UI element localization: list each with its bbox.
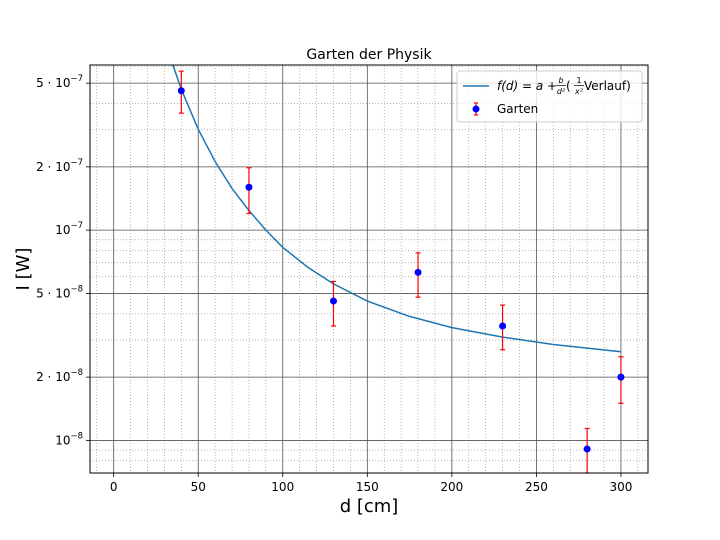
- x-axis-label: d [cm]: [340, 496, 399, 517]
- legend-fit-rhs: Verlauf): [584, 79, 631, 93]
- data-point: [414, 268, 422, 276]
- y-tick-label: 10−8: [55, 431, 83, 447]
- y-axis-label: I [W]: [13, 248, 34, 291]
- data-point: [245, 183, 253, 191]
- legend-frac2-den: x²: [574, 87, 584, 96]
- point-layer: [177, 87, 625, 453]
- major-grid: [90, 65, 648, 473]
- legend-frac2-num: 1: [576, 76, 581, 85]
- chart-title: Garten der Physik: [306, 47, 432, 63]
- axes-frame: [89, 64, 649, 474]
- legend-frac1-den: d²: [557, 87, 566, 96]
- x-tick-label: 150: [356, 480, 379, 494]
- x-tick-label: 100: [271, 480, 294, 494]
- legend-box: [456, 70, 643, 123]
- legend-series-label: Garten: [497, 102, 538, 116]
- y-tick-label: 2 · 10−7: [36, 158, 83, 174]
- legend-frac1-num: b: [558, 76, 563, 85]
- y-tick-label: 5 · 10−7: [36, 74, 83, 90]
- x-tick-label: 300: [609, 480, 632, 494]
- legend-point-marker: [472, 105, 480, 113]
- legend-fit-label: f(d) = a +: [497, 79, 557, 93]
- y-tick-label: 10−7: [55, 221, 83, 237]
- legend: f(d) = a + b d² ( 1 x² Verlauf) Garten: [456, 70, 643, 123]
- data-point: [583, 445, 591, 453]
- x-tick-label: 200: [440, 480, 463, 494]
- fit-layer: [172, 64, 621, 353]
- data-point: [617, 373, 625, 381]
- data-point: [499, 322, 507, 330]
- x-tick-label: 0: [110, 480, 118, 494]
- data-point: [329, 297, 337, 305]
- legend-paren-open: (: [566, 79, 571, 93]
- plot-area: [89, 64, 649, 474]
- y-tick-label: 2 · 10−8: [36, 368, 83, 384]
- legend-fit-lhs: f(d) = a +: [497, 79, 557, 93]
- data-point: [177, 87, 185, 95]
- x-tick-label: 250: [525, 480, 548, 494]
- y-tick-label: 5 · 10−8: [36, 284, 83, 300]
- x-axis-ticks: 0 50 100 150 200 250 300: [110, 473, 632, 494]
- y-axis-ticks: 10−8 2 · 10−8 5 · 10−8 10−7 2 · 10−7 5 · 10−7: [36, 74, 90, 447]
- x-tick-label: 50: [191, 480, 206, 494]
- fit-curve: [172, 64, 621, 353]
